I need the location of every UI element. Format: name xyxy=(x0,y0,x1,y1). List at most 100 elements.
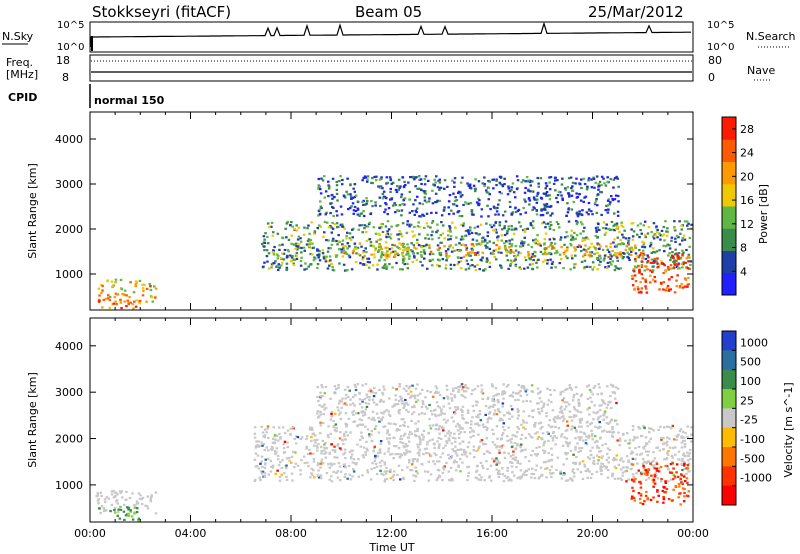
echo-cell xyxy=(589,423,592,426)
echo-cell xyxy=(379,440,383,443)
echo-cell xyxy=(433,392,437,395)
echo-cell xyxy=(607,265,610,268)
echo-cell xyxy=(553,238,556,241)
echo-cell xyxy=(445,384,448,387)
echo-cell xyxy=(671,424,675,427)
echo-cell xyxy=(638,427,642,430)
echo-cell xyxy=(123,503,126,506)
echo-cell xyxy=(127,303,130,306)
echo-cell xyxy=(469,202,473,205)
echo-cell xyxy=(434,201,437,204)
echo-cell xyxy=(339,205,343,208)
echo-cell xyxy=(614,386,618,389)
echo-cell xyxy=(131,303,134,306)
echo-cell xyxy=(510,243,514,246)
echo-cell xyxy=(456,211,459,214)
echo-cell xyxy=(452,212,455,215)
echo-cell xyxy=(662,501,665,504)
echo-cell xyxy=(348,256,352,259)
echo-cell xyxy=(380,252,384,255)
echo-cell xyxy=(128,296,131,299)
echo-cell xyxy=(544,187,547,190)
echo-cell xyxy=(601,444,604,447)
echo-cell xyxy=(511,395,514,398)
echo-cell xyxy=(545,191,549,194)
echo-cell xyxy=(397,188,400,191)
echo-cell xyxy=(575,392,579,395)
echo-cell xyxy=(374,392,377,395)
echo-cell xyxy=(418,443,422,446)
echo-cell xyxy=(279,436,282,439)
echo-cell xyxy=(515,465,518,469)
echo-cell xyxy=(378,420,381,423)
echo-cell xyxy=(510,212,513,215)
echo-cell xyxy=(366,180,369,183)
echo-cell xyxy=(374,455,377,458)
echo-cell xyxy=(686,481,689,484)
echo-cell xyxy=(474,190,477,193)
echo-cell xyxy=(425,222,428,225)
echo-cell xyxy=(517,384,521,387)
echo-cell xyxy=(625,480,628,483)
echo-cell xyxy=(366,175,370,178)
echo-cell xyxy=(345,403,348,406)
echo-cell xyxy=(339,447,342,450)
echo-cell xyxy=(613,465,617,468)
echo-cell xyxy=(527,255,530,258)
echo-cell xyxy=(556,251,559,254)
echo-cell xyxy=(505,254,508,257)
echo-cell xyxy=(357,412,360,415)
echo-cell xyxy=(645,291,649,294)
echo-cell xyxy=(599,415,602,418)
echo-cell xyxy=(298,243,301,246)
echo-cell xyxy=(102,506,106,510)
echo-cell xyxy=(438,264,441,268)
echo-cell xyxy=(306,435,309,438)
echo-cell xyxy=(478,445,481,448)
echo-cell xyxy=(469,226,472,229)
power-colorbar-tick-label: 4 xyxy=(740,265,747,278)
echo-cell xyxy=(501,473,505,476)
echo-cell xyxy=(675,252,678,255)
echo-cell xyxy=(381,230,385,234)
echo-cell xyxy=(566,235,569,238)
power-colorbar-label: Power [dB] xyxy=(757,184,770,244)
echo-cell xyxy=(588,470,591,473)
echo-cell xyxy=(680,262,684,265)
echo-cell xyxy=(445,440,448,443)
echo-cell xyxy=(433,462,437,466)
echo-cell xyxy=(524,180,527,183)
echo-cell xyxy=(622,242,625,246)
echo-cell xyxy=(596,193,600,196)
echo-cell xyxy=(291,426,295,429)
echo-cell xyxy=(370,390,373,393)
echo-cell xyxy=(514,196,517,199)
echo-cell xyxy=(423,183,427,186)
echo-cell xyxy=(384,241,388,244)
echo-cell xyxy=(465,386,468,389)
echo-cell xyxy=(541,425,544,429)
echo-cell xyxy=(317,214,320,217)
echo-cell xyxy=(445,254,448,258)
echo-cell xyxy=(406,248,410,251)
echo-cell xyxy=(367,222,371,226)
echo-cell xyxy=(297,226,300,229)
echo-cell xyxy=(526,266,530,269)
echo-cell xyxy=(571,181,575,184)
echo-cell xyxy=(596,410,600,414)
echo-cell xyxy=(567,220,571,223)
echo-cell xyxy=(602,177,605,180)
echo-cell xyxy=(459,181,463,184)
echo-cell xyxy=(619,251,623,254)
echo-cell xyxy=(321,249,325,252)
echo-cell xyxy=(384,208,387,211)
echo-cell xyxy=(554,425,557,428)
echo-cell xyxy=(286,220,289,223)
echo-cell xyxy=(409,396,412,399)
echo-cell xyxy=(493,229,497,232)
echo-cell xyxy=(319,432,322,435)
echo-cell xyxy=(436,244,440,247)
echo-cell xyxy=(280,473,283,476)
echo-cell xyxy=(613,177,617,180)
echo-cell xyxy=(334,412,337,415)
